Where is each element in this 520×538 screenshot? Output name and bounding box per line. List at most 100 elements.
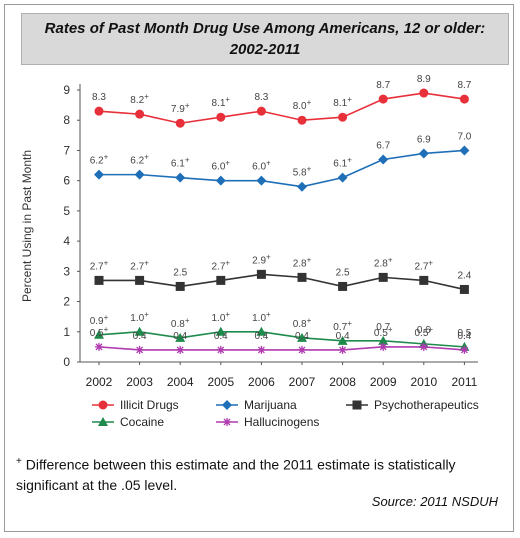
data-label: 0.5+	[415, 325, 434, 339]
y-tick-label: 0	[63, 355, 70, 369]
data-point-circle	[216, 112, 226, 122]
data-label: 0.4	[457, 331, 471, 342]
data-point-diamond	[256, 175, 267, 186]
data-label: 8.1+	[333, 95, 352, 109]
data-point-circle	[378, 94, 388, 104]
data-point-diamond	[297, 181, 307, 192]
x-tick-label: 2009	[370, 375, 397, 389]
data-point-square	[459, 284, 469, 294]
data-point-asterisk	[216, 345, 225, 354]
data-label: 2.9+	[252, 252, 271, 266]
y-tick-label: 1	[63, 325, 70, 339]
data-label: 8.2+	[130, 92, 149, 106]
data-label: 8.7	[376, 80, 390, 91]
data-point-asterisk	[257, 345, 266, 354]
legend-label: Illicit Drugs	[120, 398, 179, 412]
chart-frame: Rates of Past Month Drug Use Among Ameri…	[4, 4, 514, 532]
series-line-square	[99, 273, 465, 291]
data-label: 2.8+	[374, 255, 393, 269]
data-label: 0.4	[295, 331, 309, 342]
data-point-triangle	[94, 329, 104, 339]
y-tick-label: 4	[63, 234, 70, 248]
data-point-asterisk	[379, 342, 388, 351]
data-label: 2.7+	[415, 258, 434, 272]
data-label: 0.6	[417, 325, 431, 336]
data-label: 7.9+	[171, 101, 190, 115]
data-label: 0.7	[376, 322, 390, 333]
data-point-square	[256, 269, 266, 279]
data-label: 0.8+	[171, 316, 190, 330]
series-line-circle	[98, 92, 465, 125]
data-label: 6.0+	[252, 159, 271, 173]
data-label: 0.4	[214, 331, 228, 342]
data-point-diamond	[337, 172, 348, 183]
x-tick-label: 2008	[329, 375, 356, 389]
data-point-circle	[297, 115, 307, 125]
series-line-triangle	[98, 330, 465, 348]
series-line-diamond	[99, 149, 465, 188]
data-point-square	[338, 281, 348, 291]
x-tick-label: 2005	[207, 375, 234, 389]
data-label: 7.0	[457, 131, 471, 142]
data-point-diamond	[215, 175, 226, 186]
x-tick-label: 2010	[410, 375, 437, 389]
data-point-square	[135, 275, 145, 285]
legend-label: Hallucinogens	[244, 415, 319, 429]
x-tick-label: 2003	[126, 375, 153, 389]
data-point-triangle	[256, 326, 267, 336]
data-point-square	[175, 281, 185, 291]
legend-label: Psychotherapeutics	[374, 398, 479, 412]
x-tick-label: 2011	[451, 375, 477, 389]
data-label: 6.0+	[212, 159, 231, 173]
data-label: 6.9	[417, 134, 431, 145]
y-tick-label: 9	[63, 83, 70, 97]
data-label: 0.4	[254, 331, 268, 342]
data-point-triangle	[175, 332, 186, 342]
data-point-asterisk	[298, 345, 306, 354]
legend-marker-asterisk	[223, 418, 231, 426]
data-point-square	[378, 272, 388, 282]
data-point-circle	[338, 112, 348, 122]
data-point-diamond	[459, 145, 470, 156]
data-point-circle	[175, 118, 185, 128]
data-label: 2.5	[173, 267, 187, 278]
data-point-triangle	[134, 326, 145, 336]
legend-label: Cocaine	[120, 415, 164, 429]
data-point-diamond	[94, 169, 104, 180]
y-tick-label: 7	[63, 143, 70, 157]
data-label: 2.8+	[293, 255, 312, 269]
data-label: 8.9	[417, 74, 431, 85]
legend-label: Marijuana	[244, 398, 297, 412]
data-label: 6.7	[376, 141, 390, 152]
y-tick-label: 2	[63, 295, 70, 309]
data-label: 0.4	[133, 331, 147, 342]
data-point-square	[419, 275, 429, 285]
data-point-triangle	[215, 326, 226, 336]
data-label: 6.1+	[171, 156, 190, 170]
data-label: 8.1+	[212, 95, 231, 109]
legend-marker-square	[352, 400, 362, 410]
data-point-asterisk	[419, 342, 428, 351]
data-label: 0.4	[336, 331, 350, 342]
y-tick-label: 5	[63, 204, 70, 218]
data-point-triangle	[337, 335, 348, 345]
data-point-asterisk	[338, 345, 347, 354]
data-point-square	[94, 275, 104, 285]
data-point-circle	[135, 109, 145, 119]
data-label: 0.5+	[90, 325, 109, 339]
x-tick-label: 2007	[289, 375, 316, 389]
chart-title: Rates of Past Month Drug Use Among Ameri…	[44, 20, 486, 58]
data-label: 1.0+	[252, 310, 271, 324]
series-line-asterisk	[98, 346, 465, 351]
data-point-circle	[459, 94, 469, 104]
data-point-triangle	[297, 332, 307, 342]
data-point-triangle	[378, 335, 389, 345]
data-point-asterisk	[95, 342, 103, 351]
y-tick-label: 3	[63, 264, 70, 278]
data-label: 8.3	[92, 92, 106, 103]
footnote-text: Difference between this estimate and the…	[16, 456, 456, 493]
data-label: 2.4	[457, 270, 471, 281]
data-label: 6.2+	[90, 153, 109, 167]
y-axis-title: Percent Using in Past Month	[20, 150, 34, 302]
